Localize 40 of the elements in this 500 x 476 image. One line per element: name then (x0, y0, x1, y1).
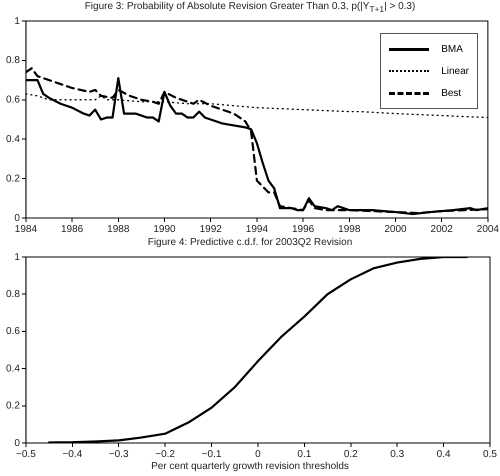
y-tick-label: 0.8 (6, 55, 20, 66)
legend-label: Linear (441, 66, 469, 76)
x-tick-label: 2004 (476, 224, 500, 235)
x-tick-label: 2002 (430, 224, 454, 235)
x-tick-label: 1996 (292, 224, 315, 235)
x-tick-label: −0.3 (108, 448, 130, 460)
y-tick-label: 0.4 (6, 134, 20, 145)
y-tick-label: 0.2 (6, 400, 20, 412)
y-tick-label: 0.2 (6, 173, 20, 184)
y-tick-label: 0.4 (6, 363, 20, 374)
y-tick-label: 0.8 (6, 288, 20, 300)
x-tick-label: −0.4 (62, 448, 83, 460)
x-axis-title: Per cent quarterly growth revision thresholds (150, 461, 350, 472)
x-tick-label: 2000 (384, 224, 408, 235)
y-tick-label: 0.6 (6, 94, 20, 106)
x-tick-label: 0 (255, 448, 262, 460)
x-tick-label: 1992 (200, 224, 222, 235)
x-tick-label: 1988 (107, 224, 130, 235)
x-tick-label: 1994 (246, 224, 268, 235)
x-tick-label: −0.5 (16, 448, 36, 460)
y-tick-label: 0 (14, 438, 20, 449)
x-tick-label: 1990 (153, 224, 176, 235)
legend-label: BMA (441, 44, 463, 54)
y-tick-label: 0 (14, 212, 20, 224)
x-tick-label: −0.1 (202, 448, 222, 460)
legend-label: Best (441, 88, 462, 98)
chart-title: Figure 4: Predictive c.d.f. for 2003Q2 Revision (146, 236, 354, 249)
x-tick-label: 1984 (14, 224, 38, 235)
y-tick-label: 1 (14, 16, 20, 27)
x-tick-label: 0.3 (390, 448, 405, 460)
x-tick-label: 1986 (60, 224, 84, 235)
x-tick-label: −0.2 (155, 448, 176, 460)
chart-title: Figure 3: Probability of Absolute Revision Greater Than 0.3, p(|Y$_{T+1}$| > 0.3) (84, 0, 416, 14)
x-tick-label: 0.1 (297, 448, 312, 460)
x-tick-label: 0.4 (436, 448, 451, 460)
x-tick-label: 0.5 (483, 448, 498, 460)
x-tick-label: 0.2 (344, 448, 358, 460)
y-tick-label: 0.6 (6, 326, 20, 338)
y-tick-label: 1 (14, 252, 20, 263)
x-tick-label: 1998 (338, 224, 361, 235)
